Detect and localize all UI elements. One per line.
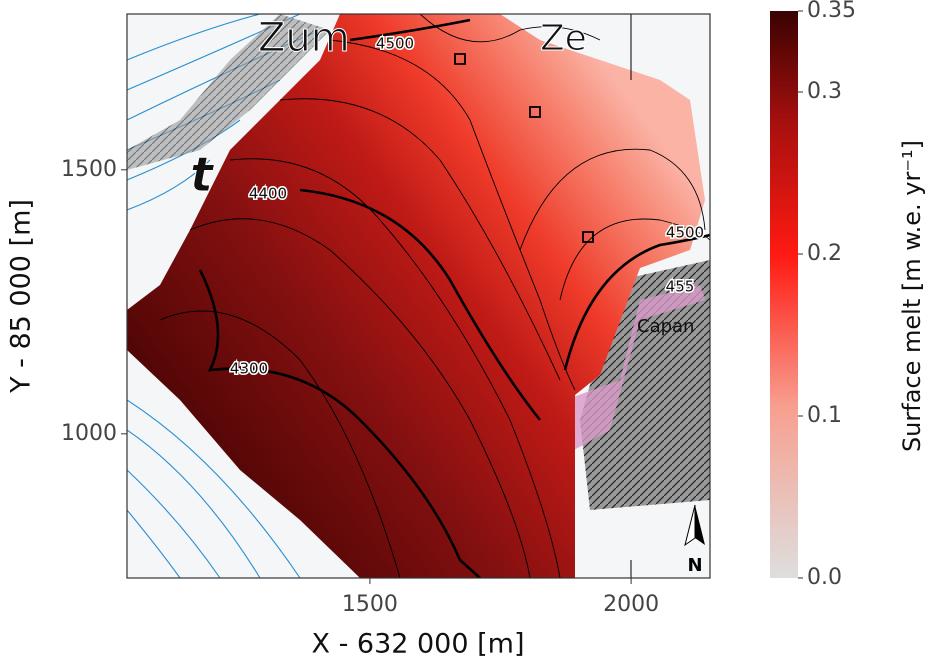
north-label: N [687, 555, 702, 576]
y-tick-label: 1500 [61, 157, 117, 182]
y-axis-label: Y - 85 000 [m] [6, 199, 37, 394]
melt-field [127, 14, 705, 578]
x-tick-label: 1500 [342, 592, 398, 617]
colorbar-tick-label: 0.1 [807, 403, 842, 428]
plot-frame [126, 13, 711, 579]
contours-major [198, 18, 710, 578]
rock [127, 14, 330, 170]
colorbar-tick-label: 0.2 [807, 241, 842, 266]
contour-label: 4500 [666, 224, 704, 242]
x-tick-label: 2000 [603, 592, 659, 617]
map-label: Ze [540, 18, 587, 59]
contour-label: 4300 [230, 360, 268, 378]
moraine [565, 285, 705, 455]
contours [159, 14, 710, 578]
map-label: t [190, 147, 215, 203]
contour-label: 455 [666, 278, 695, 296]
colorbar [770, 11, 798, 578]
contour-label: 4400 [249, 185, 287, 203]
colorbar-tick-label: 0.3 [807, 79, 842, 104]
north-arrow: N [684, 504, 705, 576]
colorbar-tick-label: 0.35 [807, 0, 856, 23]
colorbar-tick-label: 0.0 [807, 565, 842, 590]
colorbar-label: Surface melt [m w.e. yr⁻¹] [898, 140, 926, 452]
map-labels: 4500 4400 4300 4500 455 Zum Ze t Capan [190, 15, 706, 380]
x-axis-label: X - 632 000 [m] [311, 629, 524, 660]
contour-label: 4500 [376, 35, 414, 53]
y-tick-label: 1000 [61, 421, 117, 446]
map: N [127, 14, 710, 578]
map-label: Capan [637, 316, 694, 337]
map-label: Zum [258, 15, 350, 61]
sites [454, 53, 594, 243]
